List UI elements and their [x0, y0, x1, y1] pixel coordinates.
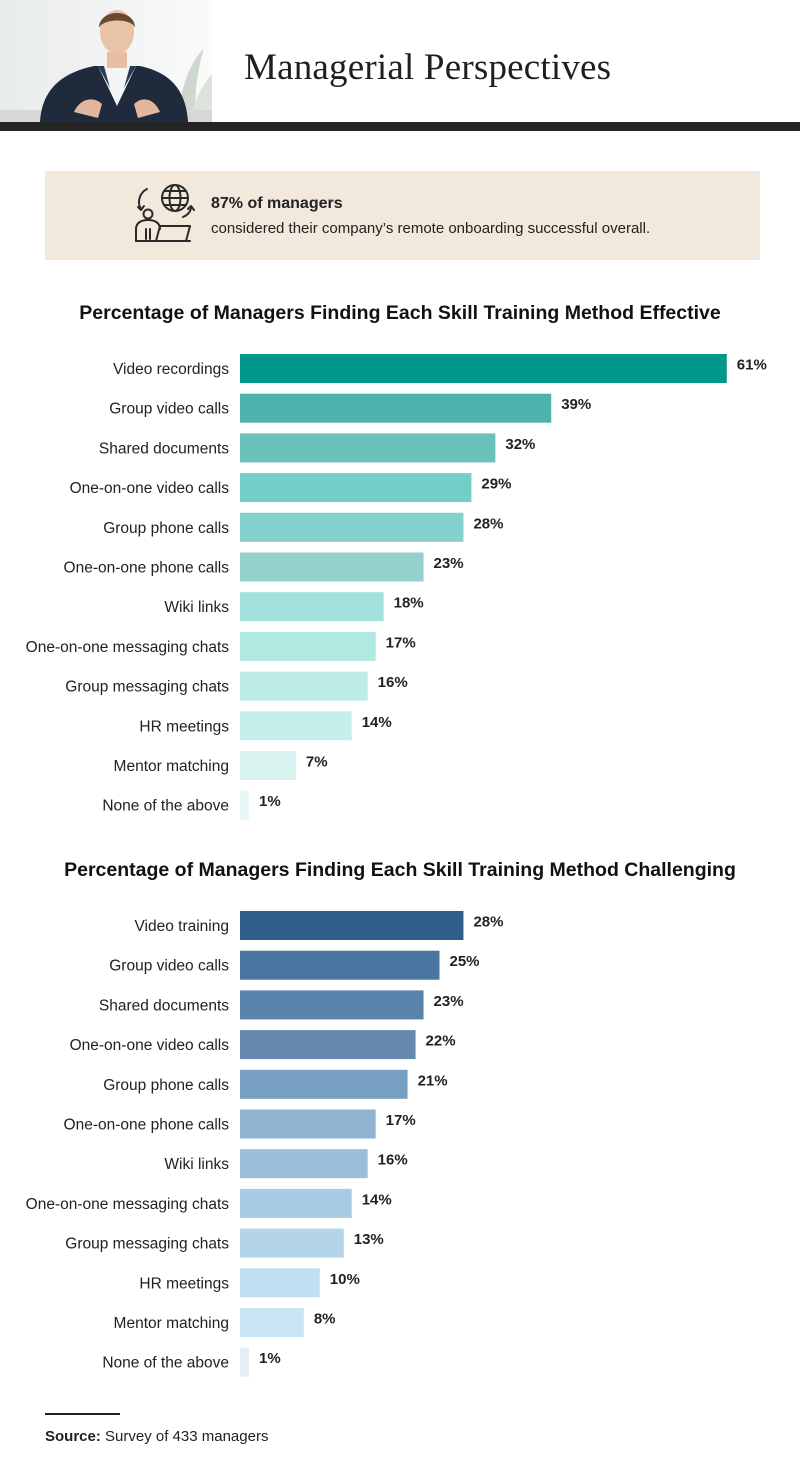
category-label: None of the above — [102, 1355, 229, 1372]
value-label: 1% — [259, 793, 281, 810]
category-label: Wiki links — [164, 1156, 229, 1173]
bar — [240, 911, 464, 940]
header-divider — [0, 122, 800, 131]
bar — [240, 1268, 320, 1298]
effective-chart-title: Percentage of Managers Finding Each Skil… — [79, 302, 721, 324]
bar — [240, 433, 496, 463]
value-label: 39% — [561, 396, 591, 413]
value-label: 18% — [394, 595, 424, 612]
bar — [240, 711, 352, 741]
category-label: HR meetings — [139, 1275, 229, 1292]
value-label: 1% — [259, 1350, 281, 1367]
value-label: 16% — [378, 674, 408, 691]
source-label: Source: — [45, 1428, 101, 1445]
bar — [240, 393, 552, 423]
bar — [240, 1188, 352, 1218]
bar — [240, 751, 296, 780]
value-label: 23% — [434, 555, 464, 572]
bar — [240, 990, 424, 1020]
value-label: 14% — [362, 714, 392, 731]
category-label: Mentor matching — [114, 758, 229, 775]
value-label: 22% — [426, 1033, 456, 1050]
category-label: One-on-one messaging chats — [26, 639, 230, 656]
bar — [240, 512, 464, 542]
value-label: 10% — [330, 1271, 360, 1288]
bar — [240, 1030, 416, 1060]
bar — [240, 671, 368, 701]
effective-bar-chart: Video recordings 61% Group video calls 39% S… — [26, 354, 767, 820]
category-label: Group messaging chats — [65, 1236, 229, 1253]
value-label: 13% — [354, 1231, 384, 1248]
bar — [240, 1149, 368, 1179]
source-note: Source: Survey of 433 managers — [45, 1428, 268, 1445]
category-label: Group video calls — [109, 401, 229, 418]
stat-callout: 87% of managers considered their company… — [45, 171, 760, 260]
category-label: HR meetings — [139, 718, 229, 735]
value-label: 61% — [737, 357, 767, 374]
category-label: Mentor matching — [114, 1315, 229, 1332]
value-label: 7% — [306, 754, 328, 771]
bar — [240, 1069, 408, 1099]
challenging-bar-chart: Video training 28% Group video calls 25% Sha… — [26, 911, 503, 1377]
remote-manager-globe-icon — [133, 181, 195, 247]
category-label: Group phone calls — [103, 1077, 229, 1094]
manager-photo — [0, 0, 212, 122]
value-label: 23% — [434, 993, 464, 1010]
bar — [240, 790, 249, 820]
bar — [240, 1109, 376, 1139]
value-label: 16% — [378, 1152, 408, 1169]
source-divider — [45, 1413, 120, 1415]
bar — [240, 1228, 344, 1258]
category-label: None of the above — [102, 798, 229, 815]
bar — [240, 552, 424, 582]
category-label: One-on-one video calls — [70, 1037, 230, 1054]
value-label: 32% — [505, 436, 535, 453]
category-label: Shared documents — [99, 997, 229, 1014]
category-label: Group video calls — [109, 958, 229, 975]
bar — [240, 631, 376, 661]
value-label: 8% — [314, 1311, 336, 1328]
challenging-chart-title: Percentage of Managers Finding Each Skil… — [64, 859, 736, 881]
value-label: 28% — [473, 914, 503, 931]
category-label: Video training — [134, 918, 229, 935]
bar — [240, 473, 472, 503]
value-label: 28% — [473, 515, 503, 532]
bar — [240, 354, 727, 383]
category-label: Shared documents — [99, 440, 229, 457]
category-label: Video recordings — [113, 361, 229, 378]
category-label: Group phone calls — [103, 520, 229, 537]
page-title: Managerial Perspectives — [244, 47, 612, 88]
value-label: 17% — [386, 1112, 416, 1129]
source-text: Survey of 433 managers — [105, 1428, 269, 1445]
value-label: 17% — [386, 634, 416, 651]
bar — [240, 592, 384, 622]
value-label: 25% — [450, 953, 480, 970]
category-label: One-on-one messaging chats — [26, 1196, 230, 1213]
bar — [240, 950, 440, 980]
value-label: 21% — [418, 1072, 448, 1089]
header: Managerial Perspectives — [0, 0, 800, 122]
category-label: One-on-one video calls — [70, 480, 230, 497]
callout-headline: 87% of managers — [211, 195, 343, 212]
bar — [240, 1308, 304, 1337]
category-label: One-on-one phone calls — [64, 1117, 230, 1134]
category-label: Wiki links — [164, 599, 229, 616]
callout-body: considered their company’s remote onboar… — [211, 220, 651, 237]
value-label: 29% — [481, 476, 511, 493]
category-label: One-on-one phone calls — [64, 560, 230, 577]
category-label: Group messaging chats — [65, 679, 229, 696]
value-label: 14% — [362, 1191, 392, 1208]
bar — [240, 1347, 249, 1377]
